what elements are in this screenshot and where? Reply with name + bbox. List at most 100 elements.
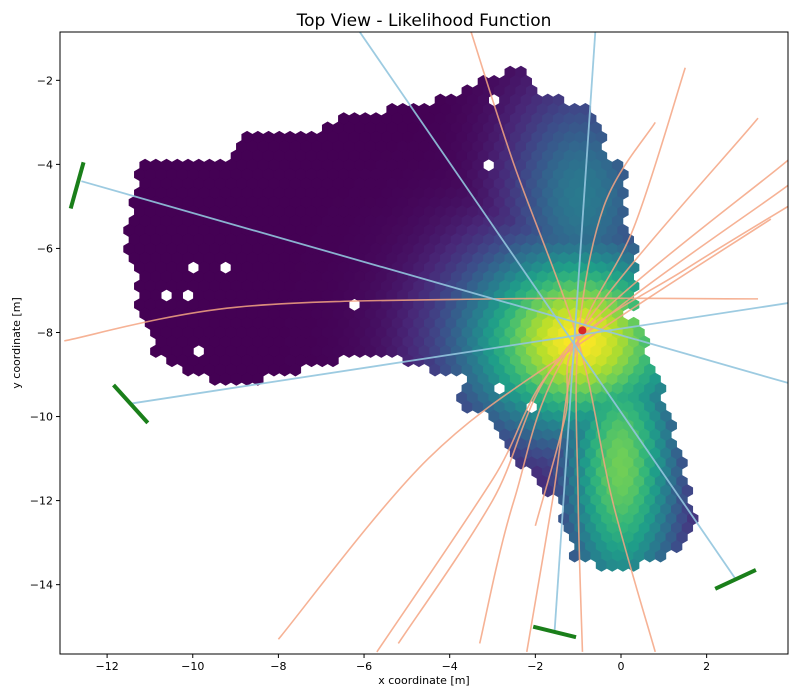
hex-cell <box>391 186 404 200</box>
hex-cell <box>123 242 135 256</box>
hex-cell <box>311 288 323 303</box>
hex-cell <box>246 158 259 172</box>
hex-cell <box>515 84 527 98</box>
hex-cell <box>171 326 183 340</box>
hex-cell <box>155 223 167 237</box>
hex-cell <box>574 168 586 182</box>
hex-cell <box>187 354 200 368</box>
hex-cell <box>144 186 157 200</box>
hex-cell <box>386 233 398 247</box>
hex-cell <box>472 381 484 396</box>
hex-cell <box>493 307 506 321</box>
hex-cell <box>289 307 302 321</box>
hex-cell <box>160 344 173 358</box>
hex-cell <box>295 223 307 237</box>
hex-cell <box>155 186 167 200</box>
hex-cell <box>262 242 275 256</box>
hex-cell <box>273 149 285 163</box>
hex-cell <box>236 214 248 228</box>
hex-cell <box>289 214 302 228</box>
hex-cell <box>579 102 592 117</box>
hex-cell <box>257 158 269 172</box>
hex-cell <box>321 195 334 210</box>
hex-cell <box>585 391 597 405</box>
hex-cell <box>499 428 511 442</box>
hex-cell <box>563 484 575 498</box>
hex-cell <box>214 326 226 340</box>
hex-cell <box>359 261 371 275</box>
hex-cell <box>252 149 264 163</box>
hex-cell <box>386 140 398 154</box>
hex-cell <box>574 391 586 405</box>
hex-cell <box>219 279 232 293</box>
hex-cell <box>262 130 275 144</box>
hex-cell <box>579 381 592 396</box>
hex-cell <box>606 335 618 349</box>
hex-cell <box>477 223 490 237</box>
hex-cell <box>509 205 522 219</box>
hex-cell <box>198 316 210 330</box>
hex-cell <box>182 270 194 284</box>
hex-cell <box>649 521 661 535</box>
hex-cell <box>273 335 285 349</box>
hex-cell <box>321 251 334 265</box>
hex-cell <box>558 177 570 191</box>
hex-cell <box>418 288 430 303</box>
hex-cell <box>128 251 141 265</box>
hex-cell <box>585 521 597 535</box>
hexbin-layer <box>123 65 699 572</box>
hex-cell <box>182 251 194 265</box>
hex-cell <box>638 372 651 386</box>
hex-cell <box>633 493 645 507</box>
hex-cell <box>585 112 597 126</box>
hex-cell <box>134 298 146 312</box>
hex-cell <box>289 270 302 284</box>
hex-cell <box>595 223 608 237</box>
hex-cell <box>332 140 345 154</box>
hex-cell <box>230 335 243 349</box>
hex-cell <box>488 223 500 237</box>
hex-cell <box>563 502 575 516</box>
hex-cell <box>209 261 221 275</box>
hex-cell <box>450 363 463 377</box>
hex-cell <box>423 298 436 312</box>
hex-cell <box>214 270 226 284</box>
hex-cell <box>187 316 200 330</box>
hex-cell <box>536 437 549 451</box>
hex-cell <box>628 409 640 423</box>
hex-cell <box>364 121 377 135</box>
hex-cell <box>295 242 307 256</box>
hex-cell <box>440 140 452 154</box>
hex-cell <box>418 195 430 210</box>
hex-cell <box>209 223 221 237</box>
hex-cell <box>354 140 366 154</box>
hex-cell <box>241 354 253 368</box>
hex-cell <box>611 270 624 284</box>
hex-cell <box>579 437 592 451</box>
hex-cell <box>670 521 683 535</box>
hex-cell <box>332 233 345 247</box>
hex-cell <box>166 354 178 368</box>
hex-cell <box>563 186 575 200</box>
hex-cell <box>590 381 602 396</box>
hex-cell <box>520 279 532 293</box>
hex-cell <box>289 158 302 172</box>
hex-cell <box>219 186 232 200</box>
hex-cell <box>327 223 339 237</box>
hex-cell <box>321 270 334 284</box>
hex-cell <box>531 242 543 256</box>
hex-cell <box>311 158 323 172</box>
hex-cell <box>413 130 425 144</box>
hex-cell <box>477 372 490 386</box>
hex-cell <box>321 307 334 321</box>
hex-cell <box>590 270 602 284</box>
hex-cell <box>633 344 645 358</box>
hex-cell <box>547 140 559 154</box>
hex-cell <box>574 112 586 126</box>
hex-cell <box>429 251 441 265</box>
hex-cell <box>413 205 425 219</box>
hex-cell <box>150 251 162 265</box>
hex-cell <box>606 372 618 386</box>
hex-cell <box>590 140 602 154</box>
chart-title: Top View - Likelihood Function <box>296 11 552 31</box>
